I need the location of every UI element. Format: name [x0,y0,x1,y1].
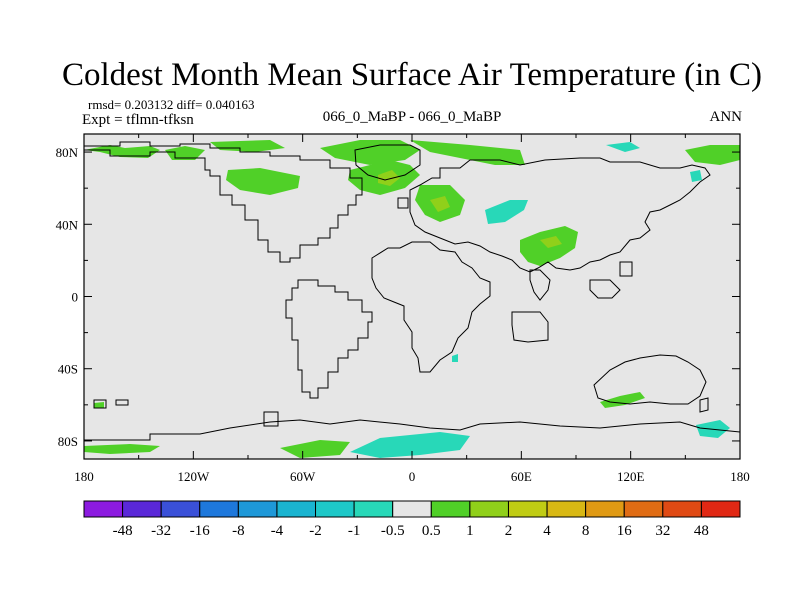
coast-australia [593,354,707,405]
colorbar-swatch [199,500,239,518]
patch-east-arctic-2 [606,142,640,152]
patch-arctic-east [410,140,525,165]
colorbar: -48 -32 -16 -8 -4 -2 -1 -0.5 0.5 1 2 4 8 16 32 48 [83,500,741,539]
colorbar-swatch [276,500,317,518]
patch-antarctic-main [350,432,470,458]
colorbar-label: -8 [232,523,245,539]
case-label: 066_0_MaBP - 066_0_MaBP [323,109,502,125]
patch-greenland [320,140,420,165]
colorbar-swatch [700,500,741,518]
colorbar-label: -16 [190,523,210,539]
patch-arctic-west [84,145,160,158]
chart-title: Coldest Month Mean Surface Air Temperatu… [62,57,762,93]
x-tick-label: 60E [511,469,532,484]
x-tick-label: 120W [177,469,210,484]
coast-eurasia [409,157,711,273]
coast-south-america [285,279,373,399]
patch-north-atlantic-warm [378,170,400,186]
colorbar-label: 4 [543,523,551,539]
colorbar-swatch [623,500,664,518]
colorbar-label: 2 [505,523,513,539]
colorbar-label: -32 [151,523,171,539]
x-tick-label: 180 [730,469,750,484]
coast-island-nz [699,397,709,413]
patch-east-arctic [685,145,740,165]
colorbar-label: -4 [271,523,284,539]
coast-antarctica [84,419,740,459]
colorbar-label: 32 [655,523,670,539]
colorbar-label: 16 [617,523,633,539]
colorbar-label: -1 [348,523,361,539]
coast-greenland [354,144,421,181]
patch-australia [600,392,645,408]
coast-madagascar [511,311,549,343]
coast-arctic-island [397,197,409,209]
colorbar-label: -2 [309,523,322,539]
colorbar-label: -0.5 [381,523,405,539]
colorbar-swatch [430,500,471,518]
coast-island-hawaii [93,399,107,409]
colorbar-label: 0.5 [422,523,441,539]
colorbar-swatch [392,500,432,518]
colorbar-swatch [353,500,394,518]
coast-island-sandwich [115,399,129,406]
season-label: ANN [710,109,743,125]
colorbar-label: -48 [113,523,133,539]
y-tick-label: 0 [72,290,79,305]
patch-southern-africa [452,354,458,362]
patch-kamchatka [690,170,702,182]
colorbar-swatch [507,500,548,518]
y-tick-label: 80N [56,145,79,160]
coast-island-japan [619,261,633,277]
y-tick-label: 80S [58,434,78,449]
patch-asia-warm [540,236,562,248]
y-tick-label: 40N [56,217,79,232]
y-tick-label: 40S [58,362,78,377]
colorbar-label: 1 [466,523,474,539]
colorbar-swatch [469,500,509,518]
anomaly-patches [84,140,740,458]
axes: 180 120W 60W 0 60E 120E 180 80N 40N 0 40S 80S [56,134,750,484]
patch-europe-warm [430,196,450,212]
coast-north-america [84,141,363,263]
patch-central-asia-cool [485,200,528,224]
colorbar-swatch [662,500,702,518]
colorbar-swatch [315,500,355,518]
experiment-label: Expt = tflmn-tfksn [82,112,194,128]
colorbar-swatch [83,500,124,518]
coastlines [84,141,740,459]
map-background [84,134,740,459]
colorbar-swatch [160,500,201,518]
x-tick-label: 180 [74,469,94,484]
colorbar-swatch [546,500,587,518]
coast-africa [371,241,491,373]
x-tick-label: 0 [409,469,416,484]
patch-canada-north [210,140,285,152]
patch-antarctic-far-west [84,444,160,454]
colorbar-swatch [237,500,278,518]
patch-canada [226,168,300,195]
coast-peninsula [263,411,279,427]
colorbar-label: 8 [582,523,590,539]
x-tick-label: 120E [617,469,645,484]
colorbar-label: 48 [694,523,709,539]
colorbar-swatch [585,500,625,518]
stats-line: rmsd= 0.203132 diff= 0.040163 [88,97,254,112]
x-tick-label: 60W [290,469,316,484]
coast-se-asia [589,279,621,299]
coast-india [529,269,551,301]
colorbar-swatch [122,500,162,518]
patch-antarctic-peninsula [94,402,104,408]
patch-antarctic-west [280,440,350,458]
